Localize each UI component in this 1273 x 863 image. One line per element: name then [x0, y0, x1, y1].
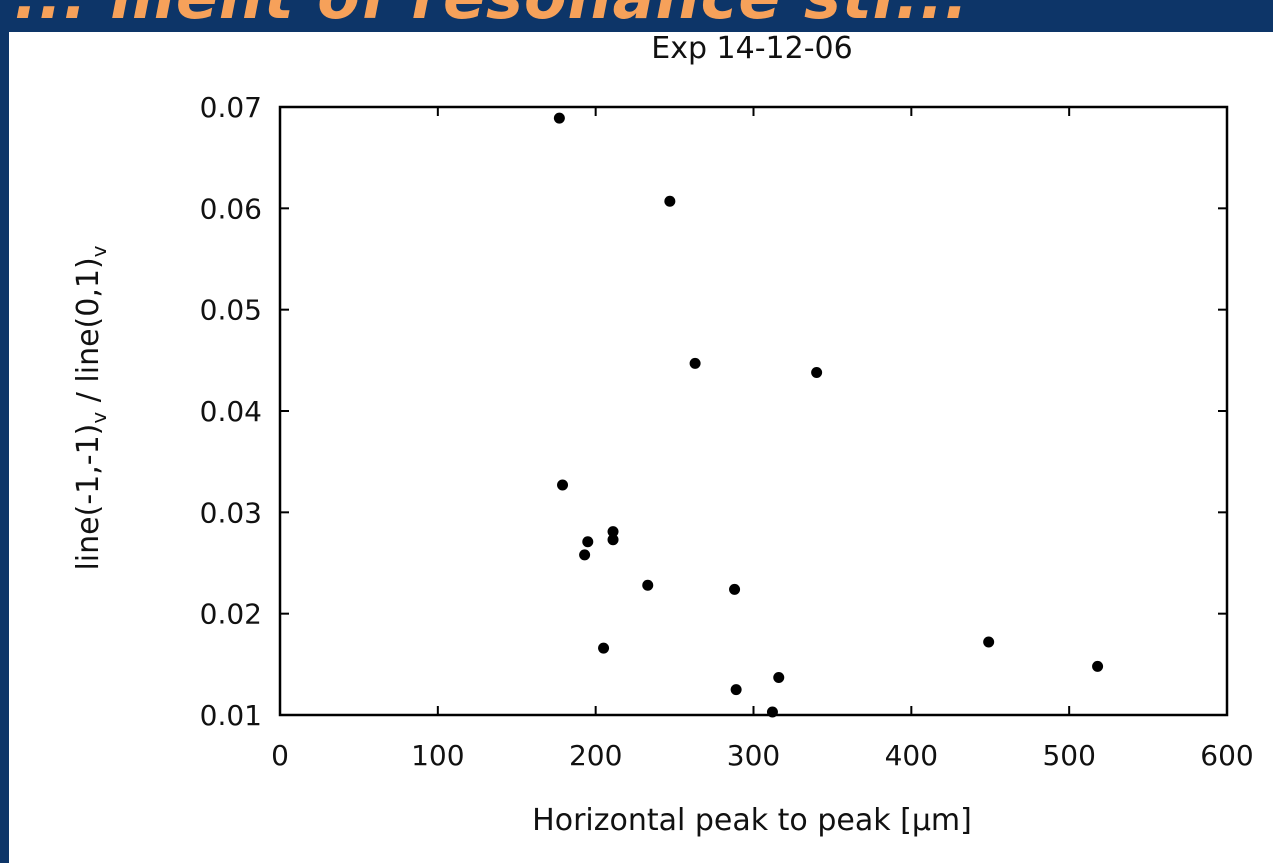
y-tick-label: 0.06	[200, 192, 262, 225]
x-tick-labels: 0 100 200 300 400 500 600	[271, 739, 1254, 772]
x-tick-label: 400	[885, 739, 938, 772]
banner-title: ... ment of resonance str...	[14, 0, 969, 32]
scatter-point	[983, 636, 995, 648]
scatter-point	[729, 583, 741, 595]
top-banner: ... ment of resonance str...	[0, 0, 1273, 32]
y-tick-label: 0.02	[200, 598, 262, 631]
y-axis-label-part-a: line(-1,-1)	[71, 424, 106, 571]
scatter-point	[773, 672, 785, 684]
scatter-point	[557, 479, 569, 491]
x-tick-label: 300	[727, 739, 780, 772]
scatter-point	[582, 536, 594, 548]
axis-ticks	[279, 106, 1228, 716]
x-tick-label: 200	[569, 739, 622, 772]
y-tick-labels: 0.01 0.02 0.03 0.04 0.05 0.06 0.07	[200, 91, 262, 732]
scatter-point	[730, 684, 742, 696]
scatter-point	[766, 706, 778, 718]
scatter-point	[642, 579, 654, 591]
chart-title: Exp 14-12-06	[651, 31, 852, 66]
y-tick-label: 0.03	[200, 496, 262, 529]
data-points	[553, 112, 1104, 718]
y-axis-label-part-b: / line(0,1)	[71, 257, 106, 411]
scatter-point	[607, 526, 619, 538]
y-tick-label: 0.07	[200, 91, 262, 124]
left-frame-band	[0, 0, 9, 863]
x-tick-label: 600	[1200, 739, 1253, 772]
scatter-point	[579, 549, 591, 561]
scatter-point	[689, 357, 701, 369]
scatter-point	[607, 534, 619, 546]
scatter-point	[598, 642, 610, 654]
y-tick-label: 0.05	[200, 294, 262, 327]
plot-frame	[278, 105, 1229, 717]
x-tick-label: 500	[1042, 739, 1095, 772]
x-axis-label: Horizontal peak to peak [µm]	[532, 803, 972, 838]
y-tick-label: 0.01	[200, 699, 262, 732]
scatter-point	[664, 195, 676, 207]
y-axis-label-sub-a: v	[87, 412, 111, 424]
x-tick-label: 100	[411, 739, 464, 772]
scatter-point	[811, 366, 823, 378]
y-axis-label-sub-b: v	[87, 245, 111, 257]
y-tick-label: 0.04	[200, 395, 262, 428]
y-axis-label: line(-1,-1)v / line(0,1)v	[71, 245, 111, 570]
scatter-point	[1092, 660, 1104, 672]
plot-border	[278, 105, 1229, 717]
x-tick-label: 0	[271, 739, 289, 772]
scatter-point	[553, 112, 565, 124]
